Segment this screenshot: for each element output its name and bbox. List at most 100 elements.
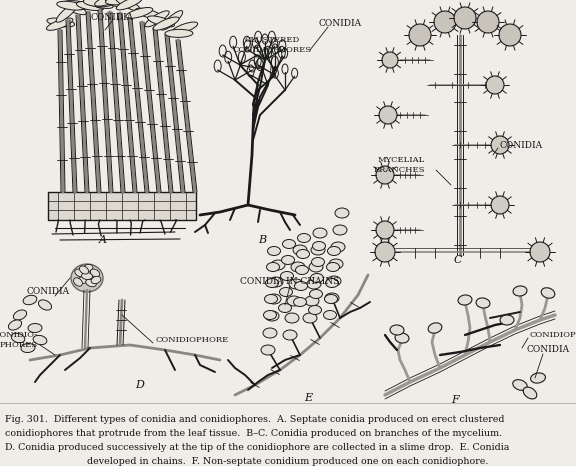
Ellipse shape <box>311 245 325 255</box>
Ellipse shape <box>267 294 281 304</box>
Ellipse shape <box>541 288 555 298</box>
Ellipse shape <box>267 262 279 272</box>
Text: MYCELIAL
BRANCHES: MYCELIAL BRANCHES <box>373 157 425 174</box>
Ellipse shape <box>279 288 293 296</box>
Ellipse shape <box>376 221 394 239</box>
Ellipse shape <box>289 279 303 289</box>
Ellipse shape <box>124 3 151 12</box>
Ellipse shape <box>82 273 93 280</box>
Ellipse shape <box>305 296 319 306</box>
Ellipse shape <box>335 208 349 218</box>
Ellipse shape <box>328 247 340 255</box>
Ellipse shape <box>271 260 285 270</box>
Ellipse shape <box>100 0 128 4</box>
Ellipse shape <box>376 166 394 184</box>
Ellipse shape <box>500 315 514 325</box>
Ellipse shape <box>313 228 327 238</box>
Ellipse shape <box>263 310 276 320</box>
Ellipse shape <box>409 24 431 46</box>
Ellipse shape <box>263 328 277 338</box>
Ellipse shape <box>121 7 149 15</box>
Text: CONIDIA: CONIDIA <box>500 141 543 150</box>
Ellipse shape <box>52 14 78 27</box>
Ellipse shape <box>13 310 26 320</box>
Ellipse shape <box>491 196 509 214</box>
Ellipse shape <box>309 262 323 272</box>
Ellipse shape <box>71 264 103 292</box>
Ellipse shape <box>132 13 160 21</box>
Ellipse shape <box>513 286 527 296</box>
Ellipse shape <box>261 345 275 355</box>
Text: B: B <box>258 235 266 245</box>
Ellipse shape <box>379 106 397 124</box>
Ellipse shape <box>12 333 25 343</box>
Ellipse shape <box>309 306 321 315</box>
Ellipse shape <box>281 272 294 281</box>
Ellipse shape <box>324 295 338 303</box>
Ellipse shape <box>293 245 307 255</box>
Ellipse shape <box>513 380 527 391</box>
Ellipse shape <box>124 0 151 12</box>
Text: CONIDIA: CONIDIA <box>90 14 134 22</box>
Text: developed in chains.  F. Non-septate conidium produced one on each conidiophore.: developed in chains. F. Non-septate coni… <box>88 457 488 466</box>
Ellipse shape <box>74 278 82 286</box>
Ellipse shape <box>309 289 323 299</box>
Ellipse shape <box>428 323 442 333</box>
Ellipse shape <box>279 303 291 313</box>
Ellipse shape <box>523 387 537 399</box>
Ellipse shape <box>291 262 305 272</box>
Ellipse shape <box>156 18 179 34</box>
Ellipse shape <box>265 311 279 321</box>
Ellipse shape <box>161 22 190 30</box>
Ellipse shape <box>283 330 297 340</box>
Ellipse shape <box>269 277 283 287</box>
Ellipse shape <box>69 0 94 13</box>
Ellipse shape <box>312 258 324 267</box>
Ellipse shape <box>33 335 47 345</box>
Text: D. Conidia produced successively at the tip of the conidiophore are collected in: D. Conidia produced successively at the … <box>5 443 509 452</box>
Ellipse shape <box>477 11 499 33</box>
Ellipse shape <box>112 0 140 3</box>
Ellipse shape <box>78 276 88 283</box>
Ellipse shape <box>91 276 101 284</box>
Ellipse shape <box>66 1 94 10</box>
Ellipse shape <box>313 241 325 251</box>
Ellipse shape <box>84 0 111 4</box>
Text: CONIDIOPHORE: CONIDIOPHORE <box>155 336 228 344</box>
Ellipse shape <box>294 281 308 290</box>
Ellipse shape <box>38 300 52 310</box>
Ellipse shape <box>476 298 490 308</box>
Ellipse shape <box>297 233 310 242</box>
Text: CONIDIA: CONIDIA <box>526 345 570 355</box>
Ellipse shape <box>146 14 173 25</box>
FancyBboxPatch shape <box>48 192 196 220</box>
Ellipse shape <box>86 279 96 287</box>
Text: E: E <box>304 393 312 403</box>
Text: CONIDIOPHORES: CONIDIOPHORES <box>530 331 576 339</box>
Ellipse shape <box>295 266 309 274</box>
Ellipse shape <box>168 24 195 32</box>
Ellipse shape <box>56 10 79 27</box>
Ellipse shape <box>154 23 181 31</box>
Ellipse shape <box>58 7 86 16</box>
Ellipse shape <box>147 14 176 23</box>
Ellipse shape <box>454 7 476 29</box>
Text: conidiophores that protrude from the leaf tissue.  B–C. Conidia produced on bran: conidiophores that protrude from the lea… <box>5 429 502 438</box>
Ellipse shape <box>327 276 341 286</box>
Ellipse shape <box>282 240 295 248</box>
Ellipse shape <box>58 0 85 10</box>
Ellipse shape <box>98 0 125 8</box>
Text: A: A <box>99 235 107 245</box>
Ellipse shape <box>307 279 321 289</box>
Text: CONIDIO-
PHORES: CONIDIO- PHORES <box>0 331 38 349</box>
Text: CONIDIA IN CHAINS: CONIDIA IN CHAINS <box>240 277 340 287</box>
Ellipse shape <box>285 313 299 323</box>
Ellipse shape <box>297 249 309 259</box>
Text: Fig. 301.  Different types of conidia and conidiophores.  A. Septate conidia pro: Fig. 301. Different types of conidia and… <box>5 415 505 424</box>
Ellipse shape <box>530 373 545 383</box>
Text: F: F <box>451 395 459 405</box>
Ellipse shape <box>287 296 301 306</box>
Ellipse shape <box>486 76 504 94</box>
Ellipse shape <box>499 24 521 46</box>
Text: CLUSTERED
CONIDIOPHORES: CLUSTERED CONIDIOPHORES <box>233 36 312 54</box>
